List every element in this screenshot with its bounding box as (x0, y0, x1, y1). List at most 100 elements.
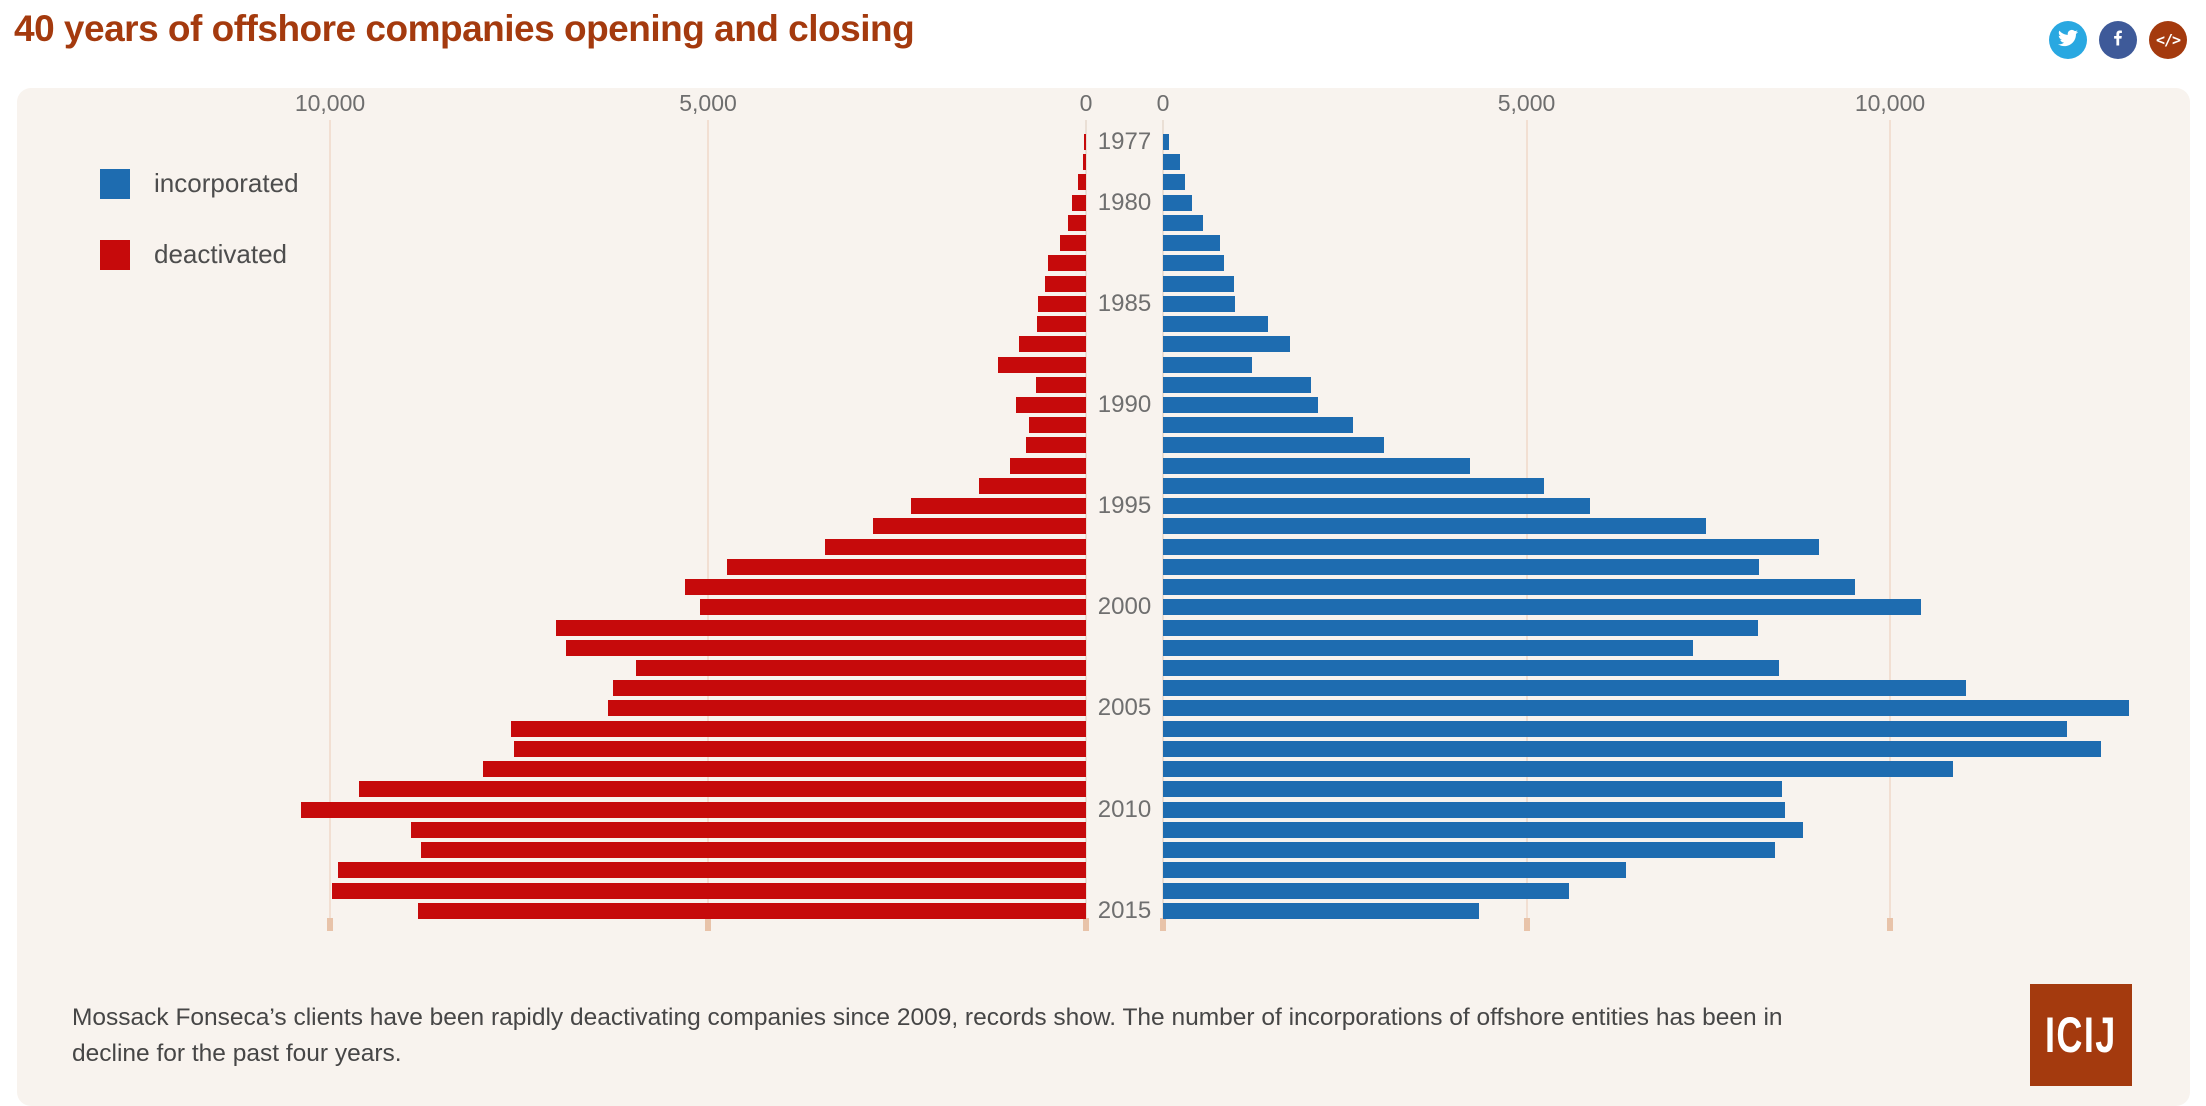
deactivated-bar-2003[interactable] (636, 659, 1086, 676)
icij-logo[interactable]: ICIJ (2030, 984, 2132, 1086)
deactivated-bar-2013[interactable] (337, 862, 1086, 879)
incorporated-bar-2002[interactable] (1163, 639, 1693, 656)
incorporated-bar-1985[interactable] (1163, 295, 1235, 312)
axis-tick-mark (1083, 918, 1089, 931)
incorporated-bar-1978[interactable] (1163, 154, 1180, 171)
deactivated-bar-2011[interactable] (410, 821, 1086, 838)
deactivated-bar-1994[interactable] (978, 477, 1086, 494)
deactivated-bar-1995[interactable] (911, 498, 1086, 515)
deactivated-bar-2000[interactable] (700, 599, 1086, 616)
deactivated-bar-1999[interactable] (685, 579, 1086, 596)
incorporated-bar-2003[interactable] (1163, 659, 1779, 676)
deactivated-bar-1993[interactable] (1010, 457, 1086, 474)
deactivated-bar-1997[interactable] (825, 538, 1086, 555)
deactivated-bar-2008[interactable] (483, 761, 1086, 778)
incorporated-bar-1984[interactable] (1163, 275, 1234, 292)
incorporated-bar-1980[interactable] (1163, 194, 1193, 211)
incorporated-bar-1990[interactable] (1163, 396, 1318, 413)
incorporated-bar-2005[interactable] (1163, 700, 2130, 717)
incorporated-bar-1994[interactable] (1163, 477, 1544, 494)
deactivated-bar-1996[interactable] (872, 518, 1086, 535)
facebook-share-button[interactable] (2099, 21, 2137, 59)
incorporated-bar-1983[interactable] (1163, 255, 1225, 272)
incorporated-bar-2001[interactable] (1163, 619, 1758, 636)
deactivated-bar-1980[interactable] (1072, 194, 1086, 211)
incorporated-bar-1991[interactable] (1163, 417, 1354, 434)
deactivated-bar-1986[interactable] (1036, 316, 1086, 333)
gridline (329, 120, 331, 918)
deactivated-bar-1983[interactable] (1047, 255, 1086, 272)
deactivated-swatch (100, 239, 130, 270)
deactivated-bar-2007[interactable] (514, 740, 1086, 757)
incorporated-bar-2007[interactable] (1163, 740, 2101, 757)
incorporated-bar-2000[interactable] (1163, 599, 1921, 616)
deactivated-bar-1988[interactable] (997, 356, 1086, 373)
incorporated-bar-1996[interactable] (1163, 518, 1707, 535)
twitter-share-button[interactable] (2049, 21, 2087, 59)
deactivated-bar-2015[interactable] (417, 902, 1086, 919)
incorporated-bar-1986[interactable] (1163, 316, 1269, 333)
deactivated-bar-1990[interactable] (1016, 396, 1086, 413)
deactivated-bar-1987[interactable] (1019, 336, 1086, 353)
incorporated-bar-1988[interactable] (1163, 356, 1252, 373)
axis-tick-mark (1160, 918, 1166, 931)
incorporated-bar-2004[interactable] (1163, 680, 1967, 697)
incorporated-bar-1979[interactable] (1163, 174, 1185, 191)
incorporated-bar-1989[interactable] (1163, 376, 1311, 393)
deactivated-bar-1992[interactable] (1025, 437, 1086, 454)
year-axis-label: 2000 (1097, 593, 1152, 621)
value-axis-tick-label: 10,000 (294, 90, 366, 116)
deactivated-bar-1977[interactable] (1083, 134, 1086, 150)
deactivated-bar-1979[interactable] (1077, 174, 1086, 191)
axis-tick-mark (705, 918, 711, 931)
incorporated-bar-2010[interactable] (1163, 801, 1786, 818)
value-axis-tick-label: 0 (1079, 90, 1093, 116)
deactivated-bar-2002[interactable] (565, 639, 1086, 656)
deactivated-bar-2010[interactable] (300, 801, 1086, 818)
incorporated-bar-2009[interactable] (1163, 781, 1782, 798)
incorporated-bar-2015[interactable] (1163, 902, 1479, 919)
incorporated-bar-1999[interactable] (1163, 579, 1856, 596)
incorporated-bar-1977[interactable] (1163, 134, 1169, 150)
deactivated-bar-2005[interactable] (608, 700, 1086, 717)
deactivated-bar-2001[interactable] (556, 619, 1086, 636)
incorporated-bar-2006[interactable] (1163, 720, 2068, 737)
deactivated-bar-2004[interactable] (612, 680, 1086, 697)
deactivated-bar-1982[interactable] (1059, 235, 1086, 252)
incorporated-bar-1982[interactable] (1163, 235, 1220, 252)
deactivated-bar-2009[interactable] (359, 781, 1086, 798)
deactivated-bar-1985[interactable] (1037, 295, 1086, 312)
incorporated-bar-2011[interactable] (1163, 821, 1803, 838)
incorporated-bar-2008[interactable] (1163, 761, 1954, 778)
chart-caption: Mossack Fonseca’s clients have been rapi… (72, 1004, 1783, 1067)
deactivated-bar-2012[interactable] (420, 842, 1086, 859)
deactivated-bar-1981[interactable] (1067, 214, 1086, 231)
incorporated-bar-1997[interactable] (1163, 538, 1819, 555)
value-axis-tick-label: 5,000 (679, 90, 737, 116)
legend-item-incorporated: incorporated (100, 168, 299, 199)
incorporated-bar-1992[interactable] (1163, 437, 1384, 454)
incorporated-bar-1987[interactable] (1163, 336, 1291, 353)
incorporated-swatch (100, 168, 130, 199)
incorporated-bar-1998[interactable] (1163, 558, 1760, 575)
incorporated-bar-1995[interactable] (1163, 498, 1590, 515)
year-axis-label: 1985 (1097, 289, 1152, 317)
deactivated-bar-1991[interactable] (1028, 417, 1086, 434)
deactivated-bar-2014[interactable] (332, 882, 1086, 899)
incorporated-bar-1993[interactable] (1163, 457, 1470, 474)
incorporated-bar-2014[interactable] (1163, 882, 1570, 899)
year-axis-label: 2010 (1097, 795, 1152, 823)
incorporated-bar-2012[interactable] (1163, 842, 1776, 859)
embed-button[interactable]: </> (2149, 21, 2187, 59)
year-axis-label: 1980 (1097, 188, 1152, 216)
deactivated-bar-2006[interactable] (511, 720, 1086, 737)
incorporated-bar-1981[interactable] (1163, 214, 1203, 231)
facebook-icon (2108, 28, 2128, 53)
deactivated-bar-1998[interactable] (726, 558, 1086, 575)
year-axis-label: 2005 (1097, 694, 1152, 722)
incorporated-bar-2013[interactable] (1163, 862, 1627, 879)
deactivated-bar-1978[interactable] (1082, 154, 1086, 171)
legend-label: deactivated (154, 239, 287, 269)
deactivated-bar-1989[interactable] (1036, 376, 1086, 393)
deactivated-bar-1984[interactable] (1044, 275, 1086, 292)
